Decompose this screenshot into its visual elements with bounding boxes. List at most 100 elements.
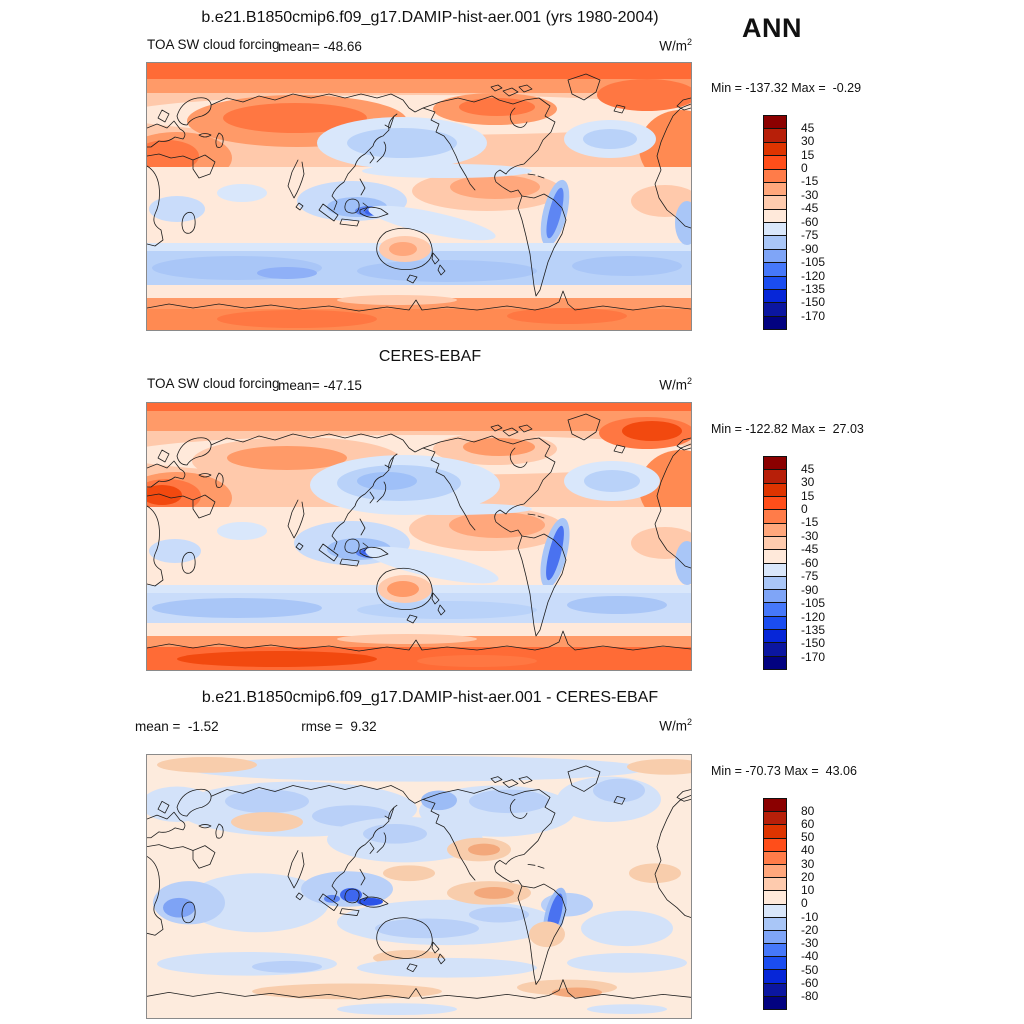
colorbar-tick-label: -45 [801, 542, 819, 557]
model-map [146, 62, 692, 331]
colorbar-tick-label: 10 [801, 883, 815, 898]
colorbar-cell [764, 864, 786, 879]
colorbar-cell [764, 209, 786, 223]
colorbar-cell [764, 142, 786, 157]
panel3-minmax-label: Min = -70.73 Max = 43.06 [711, 764, 857, 778]
panel3-rmse-label: rmse = 9.32 [301, 719, 377, 734]
colorbar-cell [764, 576, 786, 591]
colorbar-tick-label: 30 [801, 475, 815, 490]
panel3-colorbar [763, 798, 787, 1010]
panel1-title: b.e21.B1850cmip6.f09_g17.DAMIP-hist-aer.… [201, 9, 659, 26]
colorbar-tick-label: -30 [801, 187, 819, 202]
colorbar-tick-label: -60 [801, 555, 819, 570]
panel3-title: b.e21.B1850cmip6.f09_g17.DAMIP-hist-aer.… [201, 689, 659, 706]
colorbar-tick-label: -105 [801, 255, 826, 270]
colorbar-tick-label: -15 [801, 515, 819, 530]
colorbar-tick-label: -75 [801, 228, 819, 243]
model-field [147, 63, 691, 330]
colorbar-cell [764, 983, 786, 997]
colorbar-tick-label: 60 [801, 816, 815, 831]
colorbar-tick-label: -30 [801, 528, 819, 543]
colorbar-tick-label: 0 [801, 502, 808, 516]
obs-map [146, 402, 692, 671]
panel2-minmax-label: Min = -122.82 Max = 27.03 [711, 422, 864, 436]
colorbar-tick-label: 45 [801, 461, 815, 476]
panel1-units-label: W/m2 [600, 37, 692, 54]
colorbar-tick-label: -75 [801, 569, 819, 584]
colorbar-cell [764, 289, 786, 304]
colorbar-cell [764, 799, 786, 813]
diff-map [146, 754, 692, 1019]
colorbar-cell [764, 523, 786, 537]
colorbar-cell [764, 812, 786, 826]
colorbar-cell [764, 917, 786, 931]
colorbar-cell [764, 851, 786, 865]
panel1-minmax-label: Min = -137.32 Max = -0.29 [711, 81, 862, 95]
colorbar-cell [764, 316, 786, 329]
colorbar-tick-label: -90 [801, 241, 819, 256]
colorbar-cell [764, 891, 786, 905]
colorbar-cell [764, 550, 786, 564]
colorbar-tick-label: -90 [801, 582, 819, 597]
colorbar-cell [764, 236, 786, 250]
colorbar-tick-label: -120 [801, 609, 826, 624]
units-exponent: 2 [686, 717, 692, 727]
colorbar-tick-label: 15 [801, 488, 815, 503]
colorbar-tick-label: -40 [801, 949, 819, 964]
colorbar-cell [764, 878, 786, 892]
units-text: W/m [659, 38, 687, 54]
colorbar-cell [764, 156, 786, 170]
colorbar-tick-label: -30 [801, 936, 819, 951]
panel2-mean-label: mean= -47.15 [278, 378, 362, 393]
colorbar-cell [764, 129, 786, 143]
colorbar-cell [764, 536, 786, 551]
panel2-variable-label: TOA SW cloud forcing [147, 376, 280, 391]
panel2-colorbar-ticks: 45 30 15 0 -15 -30 -45 -60 -75 -90 -105 -120 -135 -15… [801, 461, 861, 665]
units-text: W/m [659, 718, 687, 734]
colorbar-cell [764, 590, 786, 604]
panel1-mean-label: mean= -48.66 [278, 39, 362, 54]
colorbar-cell [764, 838, 786, 852]
colorbar-tick-label: 0 [801, 161, 808, 175]
colorbar-cell [764, 825, 786, 839]
colorbar-cell [764, 656, 786, 669]
colorbar-cell [764, 276, 786, 290]
colorbar-tick-label: -120 [801, 268, 826, 283]
colorbar-tick-label: -50 [801, 962, 819, 977]
colorbar-cell [764, 944, 786, 958]
panel2-units-label: W/m2 [600, 376, 692, 393]
colorbar-tick-label: 80 [801, 803, 815, 818]
colorbar-cell [764, 957, 786, 971]
colorbar-cell [764, 196, 786, 210]
colorbar-tick-label: -45 [801, 201, 819, 216]
colorbar-cell [764, 643, 786, 657]
colorbar-cell [764, 223, 786, 237]
colorbar-tick-label: -170 [801, 308, 826, 323]
colorbar-cell [764, 563, 786, 577]
colorbar-tick-label: -150 [801, 295, 826, 310]
colorbar-tick-label: 15 [801, 147, 815, 162]
panel1-colorbar [763, 115, 787, 330]
colorbar-cell [764, 182, 786, 197]
panel3-mean-label: mean = -1.52 [135, 719, 219, 734]
colorbar-cell [764, 116, 786, 130]
panel2-colorbar [763, 456, 787, 670]
colorbar-tick-label: -60 [801, 214, 819, 229]
colorbar-cell [764, 249, 786, 264]
units-exponent: 2 [686, 37, 692, 47]
panel1-variable-label: TOA SW cloud forcing [147, 37, 280, 52]
colorbar-tick-label: -20 [801, 922, 819, 937]
colorbar-cell [764, 303, 786, 317]
season-label: ANN [742, 13, 802, 43]
colorbar-tick-label: 45 [801, 120, 815, 135]
colorbar-cell [764, 510, 786, 524]
colorbar-cell [764, 470, 786, 484]
panel1-colorbar-ticks: 45 30 15 0 -15 -30 -45 -60 -75 -90 -105 -120 -135 -15… [801, 120, 861, 324]
units-text: W/m [659, 377, 687, 393]
colorbar-tick-label: 20 [801, 869, 815, 884]
colorbar-tick-label: -105 [801, 596, 826, 611]
colorbar-cell [764, 483, 786, 497]
obs-field [147, 403, 691, 670]
panel3-colorbar-ticks: 80 60 50 40 30 20 10 0 -10 -20 -30 -40 -50 -60 -80 [801, 803, 861, 1004]
